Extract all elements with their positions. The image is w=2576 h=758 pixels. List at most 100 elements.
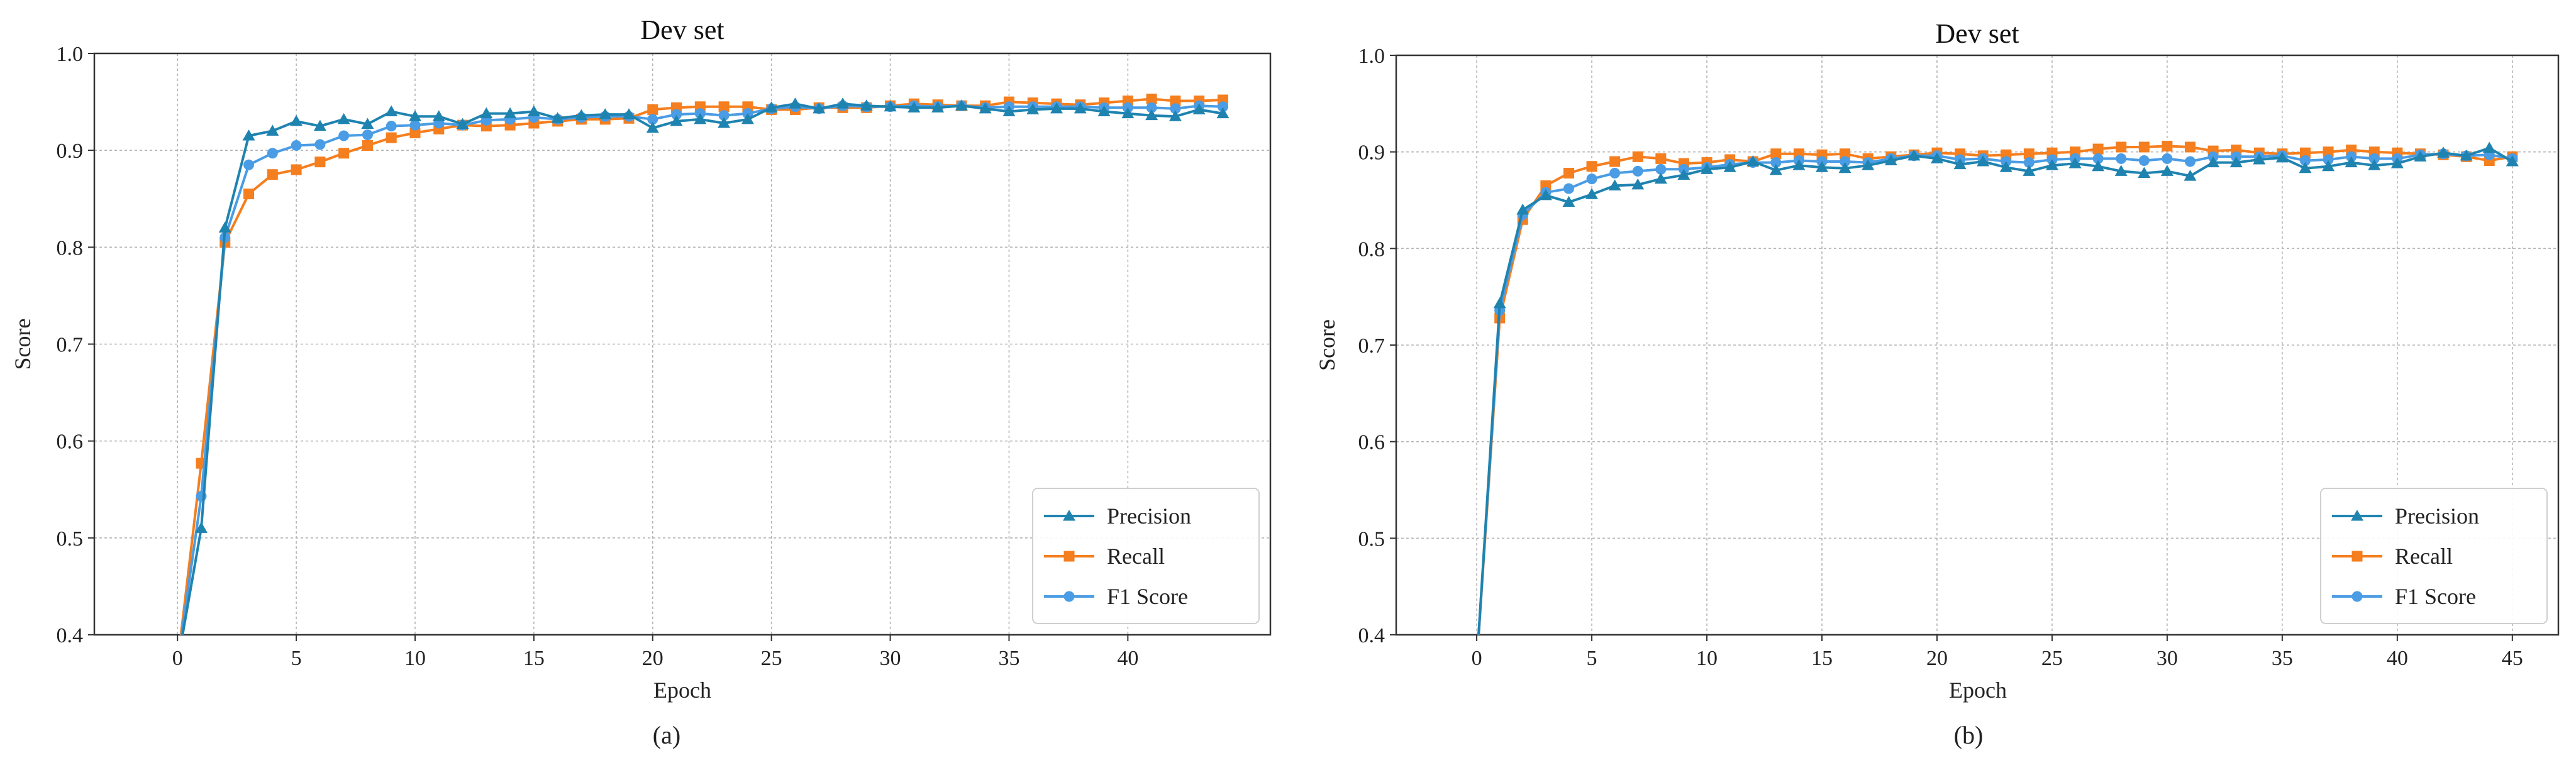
data-point-f1-score — [2162, 153, 2173, 164]
data-point-precision — [2299, 162, 2312, 173]
data-point-precision — [2045, 159, 2058, 170]
legend-label: F1 Score — [1107, 584, 1188, 609]
data-point-precision — [1145, 109, 1158, 121]
data-point-f1-score — [1770, 157, 1782, 168]
data-point-precision — [195, 522, 208, 533]
data-point-f1-score — [1655, 163, 1667, 175]
data-point-precision — [242, 129, 255, 141]
chart-title: Dev set — [640, 14, 724, 45]
y-tick-label: 0.8 — [57, 236, 84, 260]
data-point-precision — [432, 110, 445, 121]
data-point-precision — [1792, 159, 1806, 170]
data-point-precision — [646, 121, 659, 133]
data-point-f1-score — [718, 110, 730, 121]
data-point-f1-score — [338, 130, 350, 141]
data-point-precision — [1216, 107, 1230, 119]
data-point-precision — [1608, 179, 1621, 190]
data-point-recall — [1563, 167, 1574, 179]
data-point-f1-score — [647, 114, 658, 125]
x-tick-label: 20 — [1926, 647, 1948, 670]
data-point-precision — [361, 118, 374, 129]
data-point-precision — [765, 101, 778, 113]
data-point-recall — [647, 104, 658, 115]
data-point-precision — [1930, 152, 1943, 163]
data-point-precision — [2114, 165, 2128, 176]
data-point-f1-score — [1840, 156, 1851, 167]
data-point-f1-score — [291, 140, 302, 151]
data-point-recall — [243, 189, 255, 200]
data-point-precision — [456, 118, 469, 129]
x-tick-label: 10 — [404, 647, 426, 670]
x-tick-label: 20 — [642, 647, 663, 670]
data-point-precision — [908, 101, 921, 113]
data-point-precision — [1907, 149, 1921, 161]
data-point-precision — [670, 114, 683, 126]
data-point-precision — [2322, 160, 2335, 172]
data-point-precision — [1192, 103, 1206, 114]
data-point-precision — [1026, 103, 1040, 114]
legend-label: Precision — [2395, 503, 2479, 529]
x-axis-label: Epoch — [1949, 678, 2007, 703]
data-point-recall — [386, 132, 397, 143]
x-tick-label: 25 — [2041, 647, 2063, 670]
data-point-recall — [2162, 140, 2173, 151]
data-point-precision — [504, 107, 517, 119]
data-point-recall — [1170, 96, 1181, 107]
data-point-precision — [337, 113, 350, 124]
data-point-precision — [1097, 105, 1111, 116]
x-tick-label: 15 — [523, 647, 545, 670]
x-tick-label: 35 — [2272, 647, 2293, 670]
y-tick-label: 0.8 — [1358, 238, 1385, 261]
y-tick-label: 1.0 — [1358, 45, 1385, 68]
x-tick-label: 0 — [172, 647, 183, 670]
legend-label: Recall — [2395, 544, 2453, 569]
data-point-f1-score — [1563, 183, 1574, 194]
data-point-f1-score — [2368, 153, 2380, 164]
data-point-precision — [2138, 167, 2151, 178]
y-tick-label: 0.5 — [1358, 527, 1385, 551]
subfigure-caption: (b) — [1954, 721, 1984, 749]
data-point-recall — [2184, 141, 2196, 153]
legend: Precision Recall F1 Score — [1032, 488, 1260, 624]
y-tick-label: 0.7 — [1358, 334, 1385, 358]
data-point-f1-score — [267, 148, 278, 159]
data-point-precision — [860, 99, 873, 111]
x-tick-label: 35 — [998, 647, 1019, 670]
legend-marker — [1063, 551, 1075, 562]
legend-marker — [1063, 591, 1075, 602]
data-point-precision — [955, 99, 968, 111]
data-point-precision — [551, 112, 564, 123]
data-point-precision — [694, 113, 707, 124]
data-point-recall — [362, 140, 373, 151]
data-point-precision — [2229, 156, 2243, 168]
chart-b: 0 5 10 15 20 25 30 35 40 45 0.4 0.5 0.6 0.7 0.8 0.9 1.0 D… — [1314, 18, 2560, 749]
data-point-recall — [1655, 153, 1667, 164]
y-tick-label: 0.5 — [57, 527, 84, 551]
data-point-f1-score — [2299, 155, 2311, 166]
y-tick-label: 0.4 — [57, 624, 84, 647]
data-point-precision — [1585, 188, 1599, 199]
y-tick-label: 0.6 — [1358, 431, 1385, 454]
data-point-precision — [1074, 102, 1087, 114]
x-tick-label: 40 — [1117, 647, 1138, 670]
data-point-precision — [527, 105, 540, 116]
x-axis-label: Epoch — [653, 678, 711, 703]
data-point-precision — [599, 108, 612, 119]
data-point-recall — [291, 164, 302, 175]
data-point-recall — [1632, 151, 1643, 162]
y-tick-label: 0.4 — [1358, 624, 1385, 647]
x-tick-label: 40 — [2387, 647, 2408, 670]
data-point-f1-score — [2116, 153, 2127, 164]
data-point-recall — [2323, 146, 2334, 158]
x-tick-label: 0 — [1472, 647, 1482, 670]
data-point-precision — [409, 110, 421, 121]
data-point-precision — [979, 102, 992, 114]
y-tick-label: 0.9 — [57, 140, 84, 163]
data-point-precision — [1631, 178, 1645, 190]
series-line-f1-score — [1477, 152, 2513, 635]
legend-box — [1032, 488, 1260, 624]
y-tick-label: 1.0 — [57, 43, 84, 66]
legend-marker — [2351, 551, 2363, 562]
legend-marker — [2351, 591, 2363, 602]
data-point-recall — [1586, 161, 1597, 172]
